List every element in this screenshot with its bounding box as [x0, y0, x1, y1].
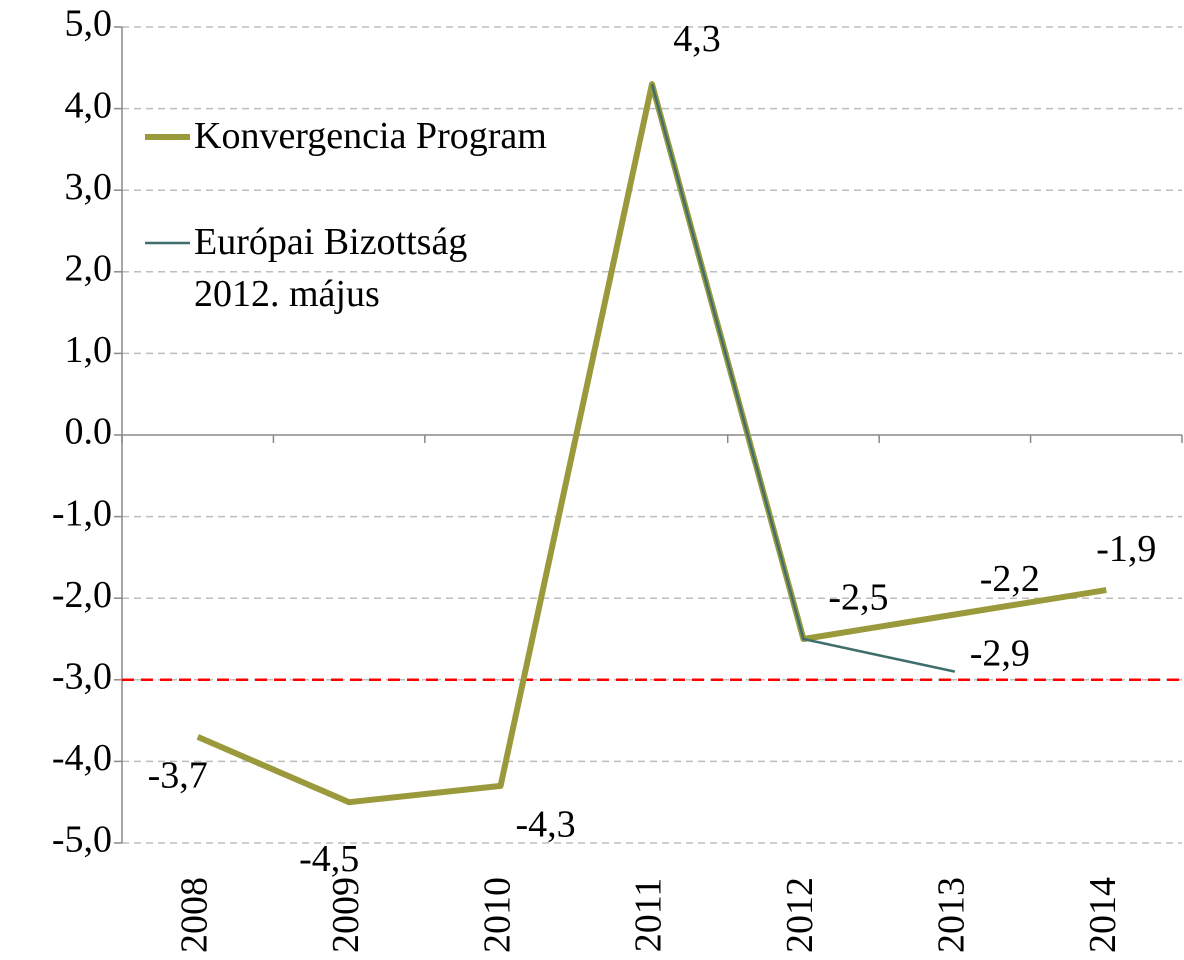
x-tick-label: 2009: [325, 877, 367, 953]
legend-label: Európai Bizottság 2012. május: [194, 221, 468, 315]
y-tick-label: -2,0: [52, 574, 112, 616]
y-tick-label: 3,0: [65, 166, 113, 208]
y-tick-label: 2,0: [65, 248, 113, 290]
data-label: -2,2: [980, 558, 1040, 600]
data-label: -1,9: [1096, 528, 1156, 570]
data-label: -4,3: [515, 804, 575, 846]
x-tick-label: 2010: [476, 877, 518, 953]
y-tick-label: 4,0: [65, 84, 113, 126]
x-tick-label: 2012: [779, 877, 821, 953]
y-tick-label: -1,0: [52, 492, 112, 534]
data-label: -3,7: [148, 755, 208, 797]
data-label: 4,3: [673, 18, 721, 60]
x-tick-label: 2011: [628, 878, 670, 953]
legend-entry: Európai Bizottság 2012. május: [194, 221, 468, 315]
y-tick-label: -5,0: [52, 819, 112, 861]
x-tick-label: 2013: [931, 877, 973, 953]
data-label: -4,5: [299, 838, 359, 880]
y-tick-label: 0.0: [65, 411, 113, 453]
legend-label: Konvergencia Program: [194, 115, 547, 157]
data-label: -2,9: [970, 632, 1030, 674]
y-tick-label: 5,0: [65, 3, 113, 45]
y-tick-label: -4,0: [52, 737, 112, 779]
x-tick-label: 2008: [173, 877, 215, 953]
series-line: [650, 83, 956, 673]
y-tick-label: -3,0: [52, 656, 112, 698]
data-label: -2,5: [828, 577, 888, 619]
legend-entry: Konvergencia Program: [194, 115, 547, 157]
y-tick-label: 1,0: [65, 329, 113, 371]
x-tick-label: 2014: [1082, 877, 1124, 953]
